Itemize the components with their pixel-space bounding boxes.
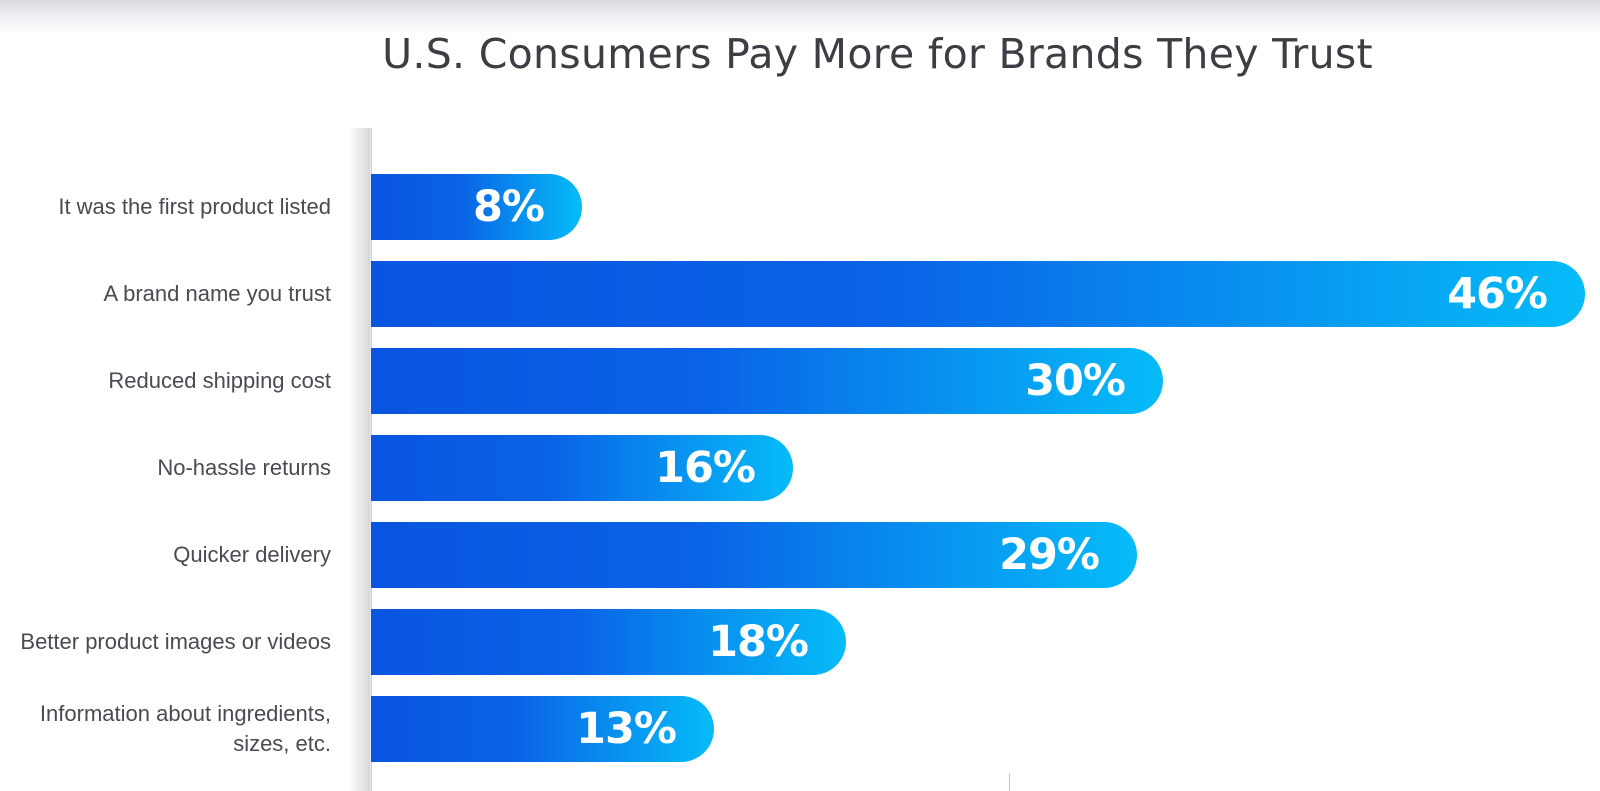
bar-value-label: 29% <box>999 530 1100 580</box>
axis-line <box>370 128 371 791</box>
bar-value-label: 46% <box>1447 269 1548 319</box>
category-label: No-hassle returns <box>157 455 331 480</box>
bar-value-label: 30% <box>1025 356 1126 406</box>
category-label: Better product images or videos <box>20 629 331 654</box>
category-label: Information about ingredients, sizes, et… <box>39 701 331 756</box>
category-label: It was the first product listed <box>58 194 331 219</box>
bar: 13% <box>371 696 714 762</box>
bar: 46% <box>371 261 1585 327</box>
bar: 18% <box>371 609 846 675</box>
axis-shadow <box>348 128 372 791</box>
bar: 16% <box>371 435 793 501</box>
bar-value-label: 13% <box>576 704 677 754</box>
category-label: Quicker delivery <box>173 542 331 567</box>
bar: 30% <box>371 348 1163 414</box>
top-shade <box>0 0 1600 34</box>
bar-value-label: 16% <box>655 443 756 493</box>
category-label: Reduced shipping cost <box>108 368 331 393</box>
bar-value-label: 8% <box>472 182 545 232</box>
bar-value-label: 18% <box>708 617 809 667</box>
bottom-tick <box>1009 773 1010 791</box>
chart-title: U.S. Consumers Pay More for Brands They … <box>382 30 1373 78</box>
plot-area: 8% 46% 30% 16% 29% 18% 13% <box>371 0 1600 791</box>
bar: 29% <box>371 522 1137 588</box>
category-label: A brand name you trust <box>103 281 331 306</box>
bar: 8% <box>371 174 582 240</box>
